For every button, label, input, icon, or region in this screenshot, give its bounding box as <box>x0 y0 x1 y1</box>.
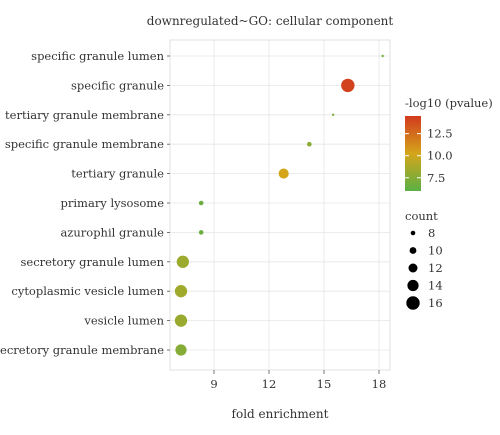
y-tick-label: azurophil granule <box>60 225 164 239</box>
size-legend-label: 16 <box>428 296 443 310</box>
size-legend: count 8 10 12 14 16 <box>405 209 443 310</box>
y-tick-label: specific granule membrane <box>5 137 164 151</box>
data-point <box>331 113 335 117</box>
data-point <box>175 344 187 356</box>
color-legend-title: -log10 (pvalue) <box>405 96 493 110</box>
size-legend-label: 8 <box>428 226 435 240</box>
color-legend-tick-label: 12.5 <box>427 127 453 141</box>
y-tick-label: vesicle lumen <box>83 314 164 328</box>
x-tick-label: 9 <box>210 377 217 391</box>
x-tick-label: 18 <box>372 377 387 391</box>
data-point <box>198 200 204 206</box>
y-tick-label: specific granule <box>71 78 164 92</box>
x-axis-label: fold enrichment <box>232 407 329 421</box>
size-legend-dot <box>410 230 416 236</box>
x-tick-label: 15 <box>317 377 332 391</box>
color-legend: -log10 (pvalue) 12.5 10.0 7.5 <box>405 96 493 191</box>
data-point <box>307 141 312 147</box>
size-legend-dot <box>409 247 417 254</box>
data-point <box>176 255 189 268</box>
y-tick-label: secretory granule membrane <box>0 343 164 357</box>
data-point <box>381 54 384 58</box>
color-legend-tick-label: 7.5 <box>427 171 445 185</box>
x-axis-ticks: 9 12 15 18 <box>210 370 386 391</box>
color-legend-ticks: 12.5 10.0 7.5 <box>405 127 453 185</box>
data-point <box>341 78 355 93</box>
y-tick-label: cytoplasmic vesicle lumen <box>11 284 164 298</box>
size-legend-dot <box>408 263 418 273</box>
size-legend-dot <box>406 296 420 310</box>
data-points <box>174 54 384 356</box>
plot-panel <box>169 39 391 371</box>
grid-lines <box>170 40 390 370</box>
size-legend-label: 10 <box>428 244 443 258</box>
y-axis-labels: specific granule lumen specific granule te… <box>0 49 170 357</box>
y-tick-label: specific granule lumen <box>31 49 164 63</box>
size-legend-items: 8 10 12 14 16 <box>406 226 443 310</box>
y-tick-label: secretory granule lumen <box>20 255 164 269</box>
data-point <box>278 168 289 179</box>
size-legend-dot <box>407 279 419 292</box>
y-tick-label: primary lysosome <box>61 196 165 210</box>
data-point <box>174 314 188 327</box>
size-legend-label: 14 <box>428 279 443 293</box>
y-tick-label: tertiary granule membrane <box>5 108 164 122</box>
chart-title: downregulated~GO: cellular component <box>147 14 394 28</box>
y-tick-label: tertiary granule <box>71 167 164 181</box>
size-legend-title: count <box>405 209 438 223</box>
data-point <box>198 230 204 235</box>
x-tick-label: 12 <box>262 377 277 391</box>
color-legend-tick-label: 10.0 <box>427 149 453 163</box>
color-legend-bar <box>405 116 421 191</box>
data-point <box>174 285 188 298</box>
size-legend-label: 12 <box>428 261 443 275</box>
